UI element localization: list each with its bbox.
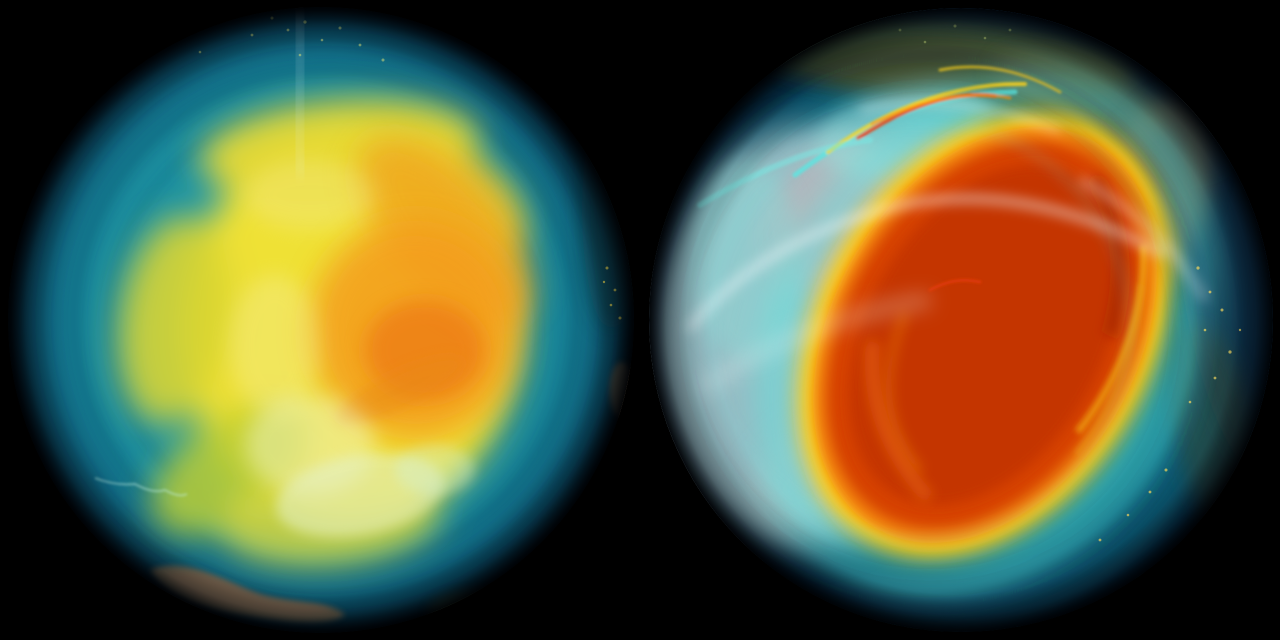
right-limb-shading bbox=[649, 8, 1273, 632]
north-polar-globe bbox=[649, 8, 1273, 632]
south-polar-globe bbox=[8, 7, 634, 633]
left-limb-shading bbox=[8, 7, 634, 633]
